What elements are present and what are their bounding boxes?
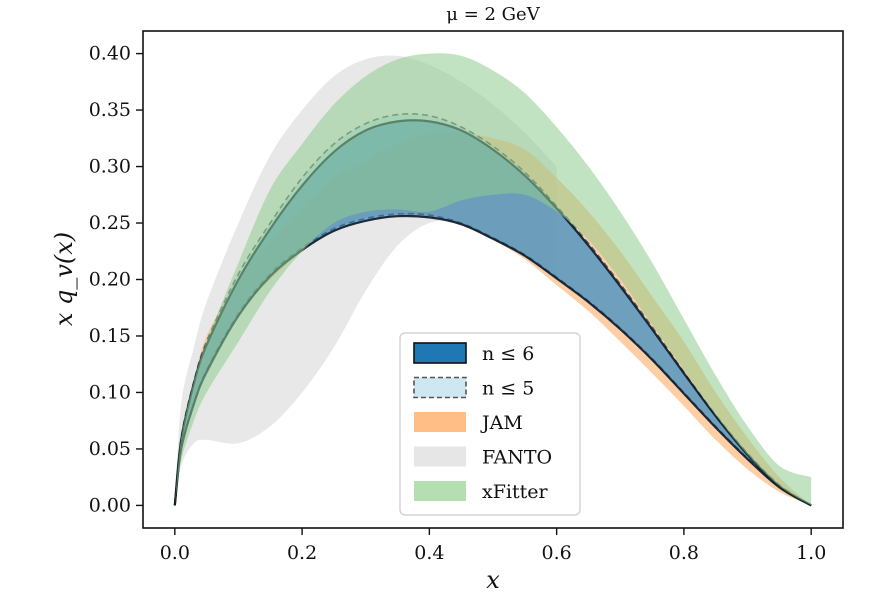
y-tick-label: 0.10 bbox=[89, 381, 131, 403]
legend-label-n-6: n ≤ 6 bbox=[482, 343, 534, 365]
x-axis-title: x bbox=[486, 566, 500, 594]
y-axis-title: x q_v(x) bbox=[50, 232, 78, 326]
x-tick-label: 0.4 bbox=[414, 542, 444, 564]
legend-label-jam: JAM bbox=[480, 412, 523, 434]
x-tick-label: 1.0 bbox=[796, 542, 826, 564]
y-tick-label: 0.05 bbox=[89, 438, 131, 460]
band-xfitter bbox=[174, 53, 812, 506]
legend-swatch-xfitter bbox=[414, 481, 466, 501]
legend: n ≤ 6 n ≤ 5 JAM FANTO xFitter bbox=[399, 332, 581, 516]
legend-label-fanto: FANTO bbox=[482, 447, 552, 469]
x-tick-label: 0.2 bbox=[287, 542, 317, 564]
y-tick-label: 0.35 bbox=[89, 99, 131, 121]
plot-title: μ = 2 GeV bbox=[446, 4, 540, 25]
y-tick-label: 0.30 bbox=[89, 156, 131, 178]
legend-swatch-n-6 bbox=[413, 342, 467, 364]
legend-label-n-5: n ≤ 5 bbox=[482, 378, 534, 400]
y-tick-label: 0.20 bbox=[89, 269, 131, 291]
x-tick-label: 0.6 bbox=[542, 542, 572, 564]
y-tick-label: 0.15 bbox=[89, 325, 131, 347]
y-tick-label: 0.25 bbox=[89, 212, 131, 234]
legend-swatch-fanto bbox=[414, 446, 466, 467]
x-tick-label: 0.0 bbox=[160, 542, 190, 564]
bands-group bbox=[173, 53, 812, 507]
x-axis: 0.0 0.2 0.4 0.6 0.8 1.0 bbox=[160, 528, 826, 564]
legend-label-xfitter: xFitter bbox=[482, 481, 548, 503]
y-tick-label: 0.00 bbox=[89, 494, 131, 516]
legend-swatch-n-5 bbox=[413, 376, 467, 399]
y-tick-label: 0.40 bbox=[89, 43, 131, 65]
x-tick-label: 0.8 bbox=[669, 542, 699, 564]
legend-swatch-jam bbox=[414, 412, 466, 432]
y-axis: 0.00 0.05 0.10 0.15 0.20 0.25 0.30 0.35 0.40 bbox=[89, 43, 143, 516]
